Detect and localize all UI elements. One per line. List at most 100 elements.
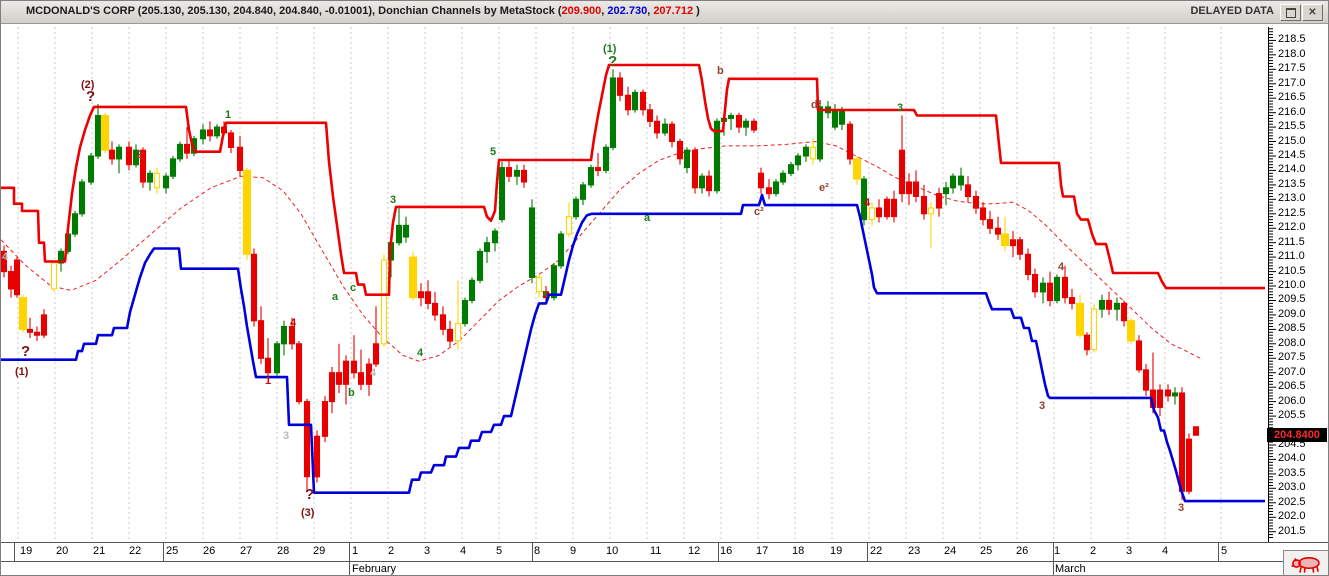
week-separator [14, 543, 15, 561]
candlestick-bar [176, 143, 184, 160]
wave-annotation: ? [608, 53, 617, 70]
x-axis-day-label: 26 [203, 545, 216, 557]
y-axis-label: 203.5 [1278, 467, 1306, 479]
candlestick-bar [668, 123, 676, 143]
candlestick-bar [1135, 340, 1143, 371]
candlestick-bar [183, 143, 191, 154]
wave-annotation: 1 [225, 109, 231, 121]
y-axis-label: 214.5 [1278, 149, 1306, 161]
candlestick-bar [335, 372, 343, 385]
candlestick-bar [26, 328, 34, 333]
x-axis-month-divider [1, 561, 1328, 562]
candlestick-bar [199, 129, 207, 140]
x-axis-day-label: 16 [720, 545, 733, 557]
week-separator [532, 543, 533, 561]
candlestick-bar [288, 325, 296, 345]
y-axis-label: 202.0 [1278, 510, 1306, 522]
wave-annotation: x [542, 288, 549, 300]
candlestick-bar [206, 129, 214, 137]
x-axis-day-label: 10 [606, 545, 619, 557]
week-separator [718, 543, 719, 561]
candlestick-bar [357, 372, 365, 385]
wave-annotation: c [350, 282, 356, 294]
x-axis-day-label: 24 [944, 545, 957, 557]
candlestick-bar [1192, 426, 1200, 436]
x-axis-day-label: 3 [424, 545, 431, 557]
y-axis-label: 207.0 [1278, 366, 1306, 378]
title-bar: MCDONALD'S CORP (205.130, 205.130, 204.8… [1, 1, 1328, 24]
x-axis-day-label: 8 [534, 545, 541, 557]
candlestick-bar [476, 250, 484, 281]
candlestick-bar [802, 146, 810, 157]
x-axis-day-label: 1 [1054, 545, 1061, 557]
x-axis-day-label: 4 [460, 545, 467, 557]
x-axis-day-label: 1 [352, 545, 359, 557]
candlestick-bar [365, 363, 373, 385]
x-axis-day-label: 19 [830, 545, 843, 557]
x-axis-day-label: 25 [980, 545, 993, 557]
candlestick-bar [313, 435, 321, 478]
candlestick-bar [587, 167, 595, 186]
candlestick-bar [13, 259, 21, 296]
y-axis-label: 218.5 [1278, 33, 1306, 45]
title-indicator-value: 209.900 [561, 5, 602, 17]
candlestick-bar [350, 360, 358, 374]
y-axis-label: 205.5 [1278, 409, 1306, 421]
month-separator [349, 561, 350, 575]
candlestick-bar [920, 195, 928, 215]
candlestick-bar [1061, 276, 1069, 299]
candlestick-bar [1016, 239, 1024, 255]
candlestick-bar [108, 149, 116, 160]
bear-icon [1291, 557, 1320, 573]
x-axis-day-label: 18 [792, 545, 805, 557]
donchian-mid-line [1, 140, 1204, 362]
maximize-button[interactable] [1280, 4, 1301, 21]
x-axis-day-label: 22 [870, 545, 883, 557]
x-axis-day-label: 23 [908, 545, 921, 557]
candlestick-bar [342, 360, 350, 385]
candlestick-bar [505, 167, 513, 177]
x-axis-day-label: 21 [93, 545, 106, 557]
candlestick-bar [213, 126, 221, 137]
y-axis-label: 217.5 [1278, 62, 1306, 74]
candlestick-bar [1, 250, 8, 273]
candlestick-bar [1142, 369, 1150, 391]
y-axis-label: 218.0 [1278, 48, 1306, 60]
candlestick-bar [408, 256, 418, 299]
week-separator [867, 543, 868, 561]
x-axis-day-label: 5 [496, 545, 503, 557]
candlestick-bar [498, 167, 506, 221]
maximize-icon [1285, 7, 1296, 18]
x-axis-day-label: 2 [388, 545, 395, 557]
candlestick-bar [750, 120, 758, 131]
delayed-data-label: DELAYED DATA [1190, 5, 1274, 17]
candlestick-bar [18, 297, 28, 330]
candlestick-bar [550, 265, 558, 299]
window-title-main: MCDONALD'S CORP (205.130, 205.130, 204.8… [26, 5, 562, 17]
wave-annotation: 5 [490, 146, 496, 158]
candlestick-bar [1185, 438, 1193, 492]
candlestick-bar [40, 314, 48, 336]
close-button[interactable]: ✕ [1302, 4, 1323, 21]
candlestick-bar [236, 146, 244, 171]
week-separator [349, 543, 350, 561]
candlestick-bar [905, 181, 913, 195]
bear-indicator-button[interactable] [1283, 550, 1328, 575]
x-axis-month-label: March [1055, 563, 1086, 575]
candlestick-bar [402, 224, 410, 238]
candlestick-bar [742, 120, 750, 128]
x-axis: 19 20 21 22 25 26 27 28 29 1 2 3 4 5 8 9 10 11 12 16 17 18 19 2… [1, 542, 1328, 575]
candlestick-bar [1083, 334, 1091, 351]
candlestick-bar [227, 132, 235, 148]
candlestick-bar [624, 94, 632, 111]
y-axis-label: 208.0 [1278, 337, 1306, 349]
candlestick-bar [994, 227, 1002, 235]
candlestick-bar [816, 106, 824, 160]
x-axis-day-label: 17 [756, 545, 769, 557]
candlestick-bar [7, 271, 15, 290]
wave-annotation: 3 [283, 430, 289, 442]
candlestick-bar [100, 114, 110, 151]
candlestick-bar [875, 207, 883, 218]
y-axis-label: 213.5 [1278, 178, 1306, 190]
